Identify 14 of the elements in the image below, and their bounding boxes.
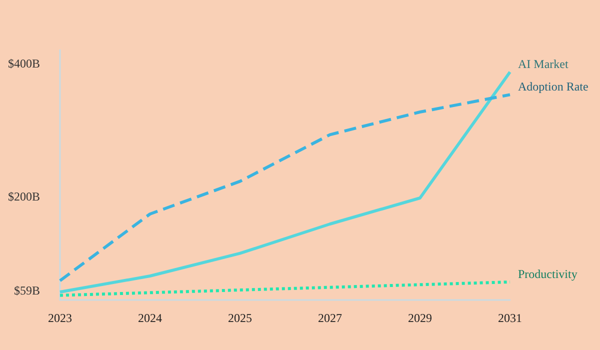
y-tick-label: $400B — [8, 56, 40, 70]
series-label: Productivity — [518, 267, 578, 281]
line-series — [58, 93, 512, 282]
series-label: Adoption Rate — [518, 80, 588, 94]
line-series — [58, 70, 512, 294]
y-tick-label: $200B — [8, 190, 40, 204]
y-tick-label: $59B — [14, 284, 40, 298]
x-tick-label: 2025 — [228, 311, 252, 325]
series-label: AI Market — [518, 57, 569, 71]
x-tick-label: 2023 — [48, 311, 72, 325]
x-tick-label: 2024 — [138, 311, 162, 325]
x-tick-label: 2031 — [498, 311, 522, 325]
x-tick-label: 2029 — [408, 311, 432, 325]
x-tick-label: 2027 — [318, 311, 342, 325]
